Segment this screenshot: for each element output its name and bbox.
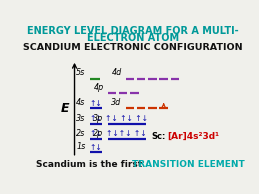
Text: 3d: 3d (111, 98, 122, 107)
Text: Sc:: Sc: (152, 132, 166, 141)
Text: [Ar]4s²3d¹: [Ar]4s²3d¹ (167, 132, 219, 141)
Text: 3p: 3p (93, 114, 104, 123)
Text: TRANSITION ELEMENT: TRANSITION ELEMENT (132, 160, 244, 169)
Text: ↑↓: ↑↓ (89, 114, 102, 123)
Text: 4s: 4s (76, 98, 85, 107)
Text: 3s: 3s (76, 114, 85, 123)
Text: E: E (60, 102, 69, 115)
Text: ↑↓: ↑↓ (89, 143, 102, 152)
Text: 4d: 4d (111, 68, 122, 77)
Text: SCANDIUM ELECTRONIC CONFIGURATION: SCANDIUM ELECTRONIC CONFIGURATION (23, 43, 242, 52)
Text: Scandium is the first: Scandium is the first (36, 160, 146, 169)
Text: 2p: 2p (93, 129, 104, 138)
Text: ELECTRON ATOM: ELECTRON ATOM (87, 33, 179, 43)
Text: ENERGY LEVEL DIAGRAM FOR A MULTI-: ENERGY LEVEL DIAGRAM FOR A MULTI- (27, 26, 239, 36)
Text: 2s: 2s (76, 129, 85, 138)
Text: ↑↓ ↑↓ ↑↓: ↑↓ ↑↓ ↑↓ (105, 114, 148, 123)
Text: ↑↓: ↑↓ (89, 99, 102, 107)
Text: 5s: 5s (76, 68, 85, 77)
Text: ↑↓↑↓ ↑↓: ↑↓↑↓ ↑↓ (106, 129, 147, 138)
Text: ↑↓: ↑↓ (89, 129, 102, 138)
Text: 1s: 1s (76, 142, 85, 151)
Text: 4p: 4p (93, 83, 104, 92)
